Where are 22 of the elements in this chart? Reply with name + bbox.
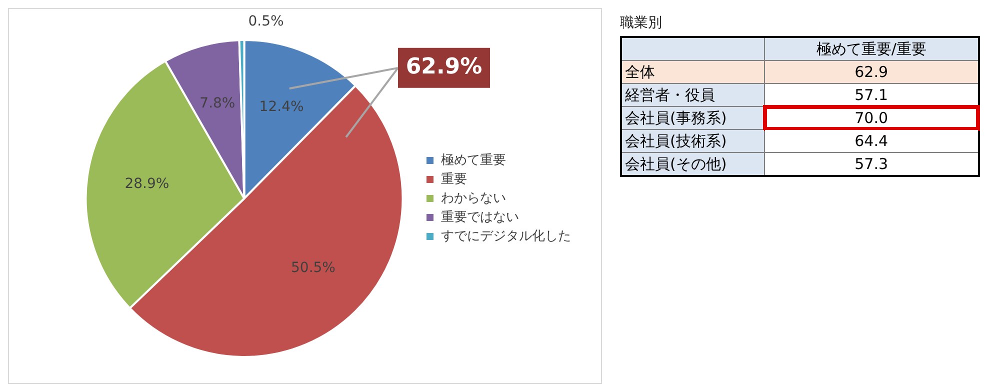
data-label: 57.3 [764, 152, 979, 176]
category-label: 会社員(その他) [621, 152, 764, 176]
data-label: 0.5% [248, 14, 284, 30]
text: 職業別 [620, 14, 663, 32]
data-label: 64.4 [764, 130, 979, 152]
legend-label: 重要 [441, 172, 467, 187]
category-label: 会社員(技術系) [621, 130, 764, 152]
data-label: 28.9% [124, 176, 170, 192]
category-label: 経営者・役員 [621, 84, 764, 106]
data-label: 7.8% [200, 96, 236, 112]
data-label: 50.5% [291, 260, 336, 276]
data-label: 57.1 [764, 84, 979, 106]
legend-label: わからない [441, 190, 506, 206]
legend-label: 極めて重要 [441, 152, 506, 168]
legend-label: 重要ではない [441, 210, 519, 225]
data-label: 12.4% [259, 99, 304, 116]
series-label: 極めて重要/重要 [764, 37, 979, 60]
legend-label: すでにデジタル化した [441, 228, 571, 244]
text: 62.9% [406, 54, 482, 80]
category-label: 会社員(事務系) [621, 106, 764, 130]
data-label: 62.9 [764, 60, 979, 84]
category-label: 全体 [621, 60, 764, 84]
